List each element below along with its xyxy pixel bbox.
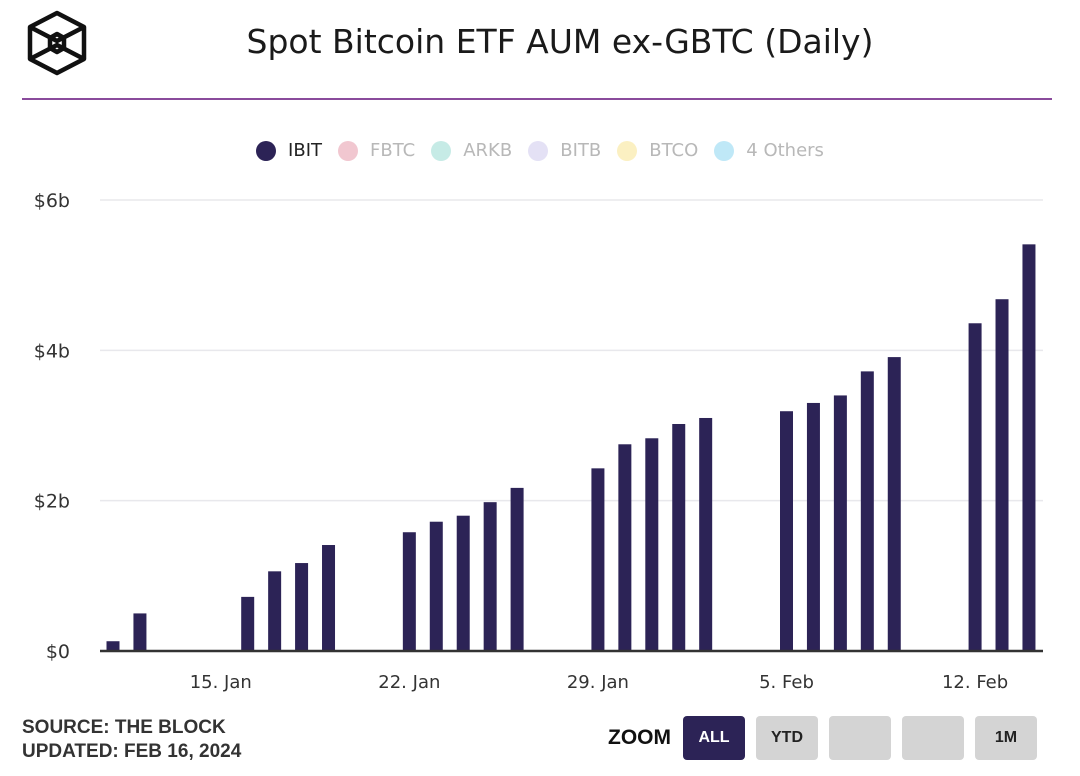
bar-2024-02-07[interactable] <box>833 395 847 651</box>
bar-2024-01-17[interactable] <box>268 571 282 651</box>
bar-2024-01-23[interactable] <box>429 521 443 651</box>
updated-label: UPDATED: FEB 16, 2024 <box>22 741 242 762</box>
bar-2024-01-30[interactable] <box>618 444 632 651</box>
zoom-blank-button-2[interactable] <box>902 716 964 760</box>
bar-2024-02-01[interactable] <box>672 423 686 651</box>
x-tick-label: 5. Feb <box>759 672 814 693</box>
zoom-all-button[interactable]: ALL <box>683 716 745 760</box>
y-tick-label: $6b <box>34 190 70 212</box>
bar-2024-02-08[interactable] <box>860 371 874 651</box>
zoom-blank-button-1[interactable] <box>829 716 891 760</box>
legend-dot-icon <box>528 140 549 161</box>
legend-dot-icon <box>617 140 638 161</box>
bar-2024-01-29[interactable] <box>591 468 605 651</box>
legend-dot-icon <box>431 140 452 161</box>
source-info: SOURCE: THE BLOCK UPDATED: FEB 16, 2024 <box>22 716 241 764</box>
y-tick-label: $0 <box>46 641 70 663</box>
zoom-1m-button[interactable]: 1M <box>975 716 1037 760</box>
legend-label: BTCO <box>649 140 699 161</box>
y-tick-label: $4b <box>34 340 70 362</box>
legend-item-arkb[interactable]: ARKB <box>431 140 512 161</box>
bar-2024-01-11[interactable] <box>106 641 120 651</box>
legend-label: ARKB <box>463 140 513 161</box>
bar-2024-02-05[interactable] <box>780 411 793 651</box>
zoom-label: ZOOM <box>608 726 671 749</box>
legend: IBIT FBTC ARKB BITB BTCO 4 Others <box>0 140 1080 161</box>
bar-2024-01-25[interactable] <box>483 502 497 651</box>
bar-2024-02-09[interactable] <box>887 357 901 651</box>
x-tick-label: 29. Jan <box>567 672 629 693</box>
bar-2024-02-12[interactable] <box>968 323 982 651</box>
bar-2024-02-06[interactable] <box>806 402 820 651</box>
source-label: SOURCE: THE BLOCK <box>22 717 226 738</box>
title-divider <box>22 98 1052 100</box>
legend-dot-icon <box>714 140 735 161</box>
legend-label: IBIT <box>288 140 323 161</box>
bar-2024-01-26[interactable] <box>510 487 524 651</box>
chart-title: Spot Bitcoin ETF AUM ex-GBTC (Daily) <box>246 22 874 61</box>
the-block-logo-icon <box>27 10 87 76</box>
bar-2024-01-24[interactable] <box>456 515 470 651</box>
legend-item-fbtc[interactable]: FBTC <box>338 140 415 161</box>
zoom-controls: ZOOM ALL YTD 1M <box>608 716 1048 760</box>
y-tick-label: $2b <box>34 491 70 513</box>
bar-2024-01-12[interactable] <box>133 613 147 651</box>
bar-2024-01-31[interactable] <box>645 438 659 651</box>
bar-2024-02-13[interactable] <box>995 299 1009 651</box>
bar-2024-01-18[interactable] <box>295 563 309 651</box>
bar-2024-02-14[interactable] <box>1022 244 1036 651</box>
legend-item-btco[interactable]: BTCO <box>617 140 698 161</box>
legend-dot-icon <box>256 140 277 161</box>
x-tick-label: 22. Jan <box>378 672 440 693</box>
bar-2024-01-16[interactable] <box>241 596 255 651</box>
legend-label: BITB <box>560 140 602 161</box>
zoom-ytd-button[interactable]: YTD <box>756 716 818 760</box>
bar-2024-01-22[interactable] <box>402 532 416 651</box>
legend-label: FBTC <box>370 140 416 161</box>
legend-dot-icon <box>338 140 359 161</box>
legend-label: 4 Others <box>746 140 824 161</box>
x-tick-label: 12. Feb <box>942 672 1008 693</box>
legend-item-bitb[interactable]: BITB <box>528 140 601 161</box>
x-tick-label: 15. Jan <box>190 672 252 693</box>
bar-2024-02-02[interactable] <box>699 417 713 651</box>
legend-item-4-others[interactable]: 4 Others <box>714 140 824 161</box>
legend-item-ibit[interactable]: IBIT <box>256 140 322 161</box>
bar-chart: $0 $2b $4b $6b 15. Jan 22. Jan 29. Jan 5. Feb 12… <box>34 190 1043 693</box>
bar-2024-01-19[interactable] <box>322 545 336 651</box>
